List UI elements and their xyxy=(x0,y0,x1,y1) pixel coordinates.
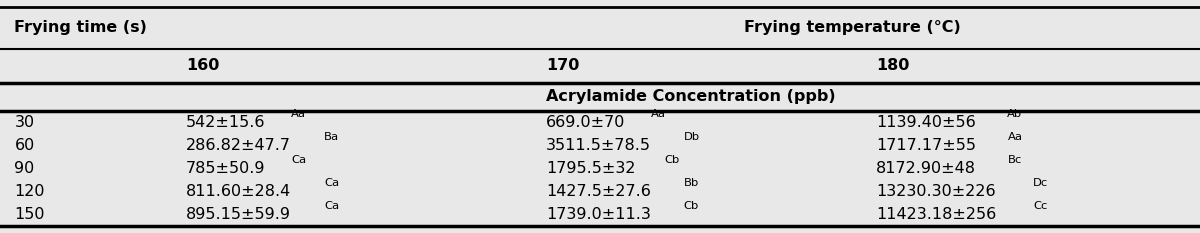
Text: 1139.40±56: 1139.40±56 xyxy=(876,115,976,130)
Text: Aa: Aa xyxy=(650,109,666,119)
Text: 60: 60 xyxy=(14,138,35,153)
Text: Acrylamide Concentration (ppb): Acrylamide Concentration (ppb) xyxy=(546,89,835,104)
Text: Frying temperature (°C): Frying temperature (°C) xyxy=(744,20,961,35)
Text: Ca: Ca xyxy=(324,178,340,188)
Text: 170: 170 xyxy=(546,58,580,73)
Text: 30: 30 xyxy=(14,115,35,130)
Text: Bb: Bb xyxy=(684,178,698,188)
Text: 13230.30±226: 13230.30±226 xyxy=(876,184,996,199)
Text: 11423.18±256: 11423.18±256 xyxy=(876,207,996,222)
Text: 1427.5±27.6: 1427.5±27.6 xyxy=(546,184,650,199)
Text: 542±15.6: 542±15.6 xyxy=(186,115,265,130)
Text: 1739.0±11.3: 1739.0±11.3 xyxy=(546,207,650,222)
Text: Frying time (s): Frying time (s) xyxy=(14,20,148,35)
Text: Bc: Bc xyxy=(1008,155,1022,165)
Text: 669.0±70: 669.0±70 xyxy=(546,115,625,130)
Text: 895.15±59.9: 895.15±59.9 xyxy=(186,207,292,222)
Text: Dc: Dc xyxy=(1033,178,1048,188)
Text: Aa: Aa xyxy=(1008,132,1022,142)
Text: 1717.17±55: 1717.17±55 xyxy=(876,138,976,153)
Text: Cc: Cc xyxy=(1033,201,1048,211)
Text: Db: Db xyxy=(684,132,700,142)
Text: Ca: Ca xyxy=(290,155,306,165)
Text: 120: 120 xyxy=(14,184,44,199)
Text: 90: 90 xyxy=(14,161,35,176)
Text: Cb: Cb xyxy=(684,201,698,211)
Text: Cb: Cb xyxy=(664,155,679,165)
Text: 811.60±28.4: 811.60±28.4 xyxy=(186,184,292,199)
Text: Ab: Ab xyxy=(1007,109,1022,119)
Text: 8172.90±48: 8172.90±48 xyxy=(876,161,976,176)
Text: Ba: Ba xyxy=(324,132,340,142)
Text: 286.82±47.7: 286.82±47.7 xyxy=(186,138,292,153)
Text: 3511.5±78.5: 3511.5±78.5 xyxy=(546,138,650,153)
Text: 150: 150 xyxy=(14,207,44,222)
Text: 785±50.9: 785±50.9 xyxy=(186,161,265,176)
Text: 160: 160 xyxy=(186,58,220,73)
Text: 1795.5±32: 1795.5±32 xyxy=(546,161,636,176)
Text: 180: 180 xyxy=(876,58,910,73)
Text: Aa: Aa xyxy=(290,109,306,119)
Text: Ca: Ca xyxy=(324,201,340,211)
